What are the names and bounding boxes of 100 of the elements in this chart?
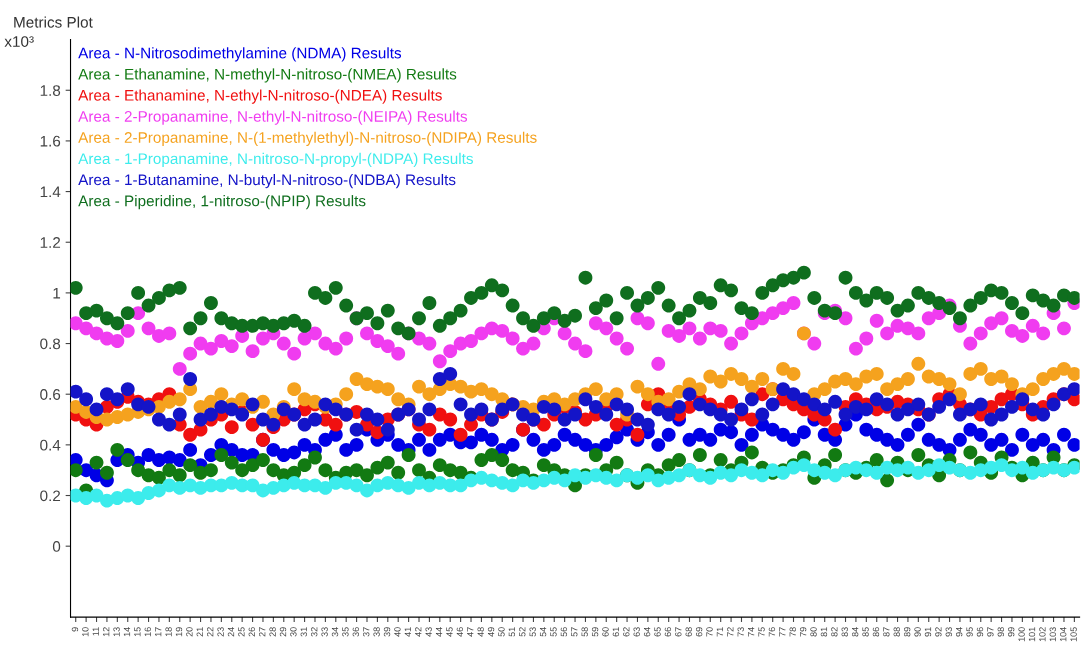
x-tick-label: 25 [238, 627, 245, 637]
x-tick-label: 86 [872, 627, 880, 637]
x-tick-label: 75 [758, 627, 765, 637]
x-tick-label: 100 [1018, 627, 1025, 642]
y-tick-label: 1.8 [40, 85, 61, 96]
x-tick-label: 78 [789, 627, 796, 637]
x-tick-label: 18 [165, 627, 172, 637]
y-tick-label: 0.2 [40, 490, 61, 502]
y-axis-title: x10³ [4, 36, 34, 47]
x-tick-label: 66 [664, 627, 672, 637]
x-tick-label: 104 [1060, 627, 1067, 642]
x-tick-label: 67 [675, 627, 682, 637]
x-tick-label: 88 [893, 627, 900, 637]
y-tick-label: 1.4 [40, 186, 61, 198]
x-tick-label: 76 [768, 627, 776, 637]
x-tick-label: 27 [259, 627, 266, 637]
x-tick-label: 32 [311, 627, 318, 637]
x-tick-label: 47 [467, 627, 474, 637]
y-tick-label: 1.6 [40, 135, 61, 147]
x-tick-label: 10 [82, 627, 89, 637]
x-tick-label: 74 [748, 627, 755, 637]
x-tick-label: 68 [685, 627, 692, 637]
x-tick-label: 41 [404, 627, 411, 637]
y-tick-label: 0 [52, 541, 61, 552]
x-tick-label: 43 [425, 627, 432, 637]
x-tick-label: 98 [997, 627, 1004, 637]
x-tick-label: 99 [1007, 627, 1015, 637]
x-tick-label: 15 [134, 627, 141, 637]
x-tick-label: 45 [446, 627, 453, 637]
x-tick-label: 71 [716, 627, 724, 637]
x-tick-label: 46 [456, 627, 464, 637]
x-tick-label: 49 [487, 627, 495, 637]
y-tick-label: 0.6 [40, 389, 61, 400]
x-tick-label: 90 [914, 627, 921, 637]
x-tick-label: 24 [227, 627, 235, 637]
x-tick-label: 19 [175, 627, 183, 637]
text: Area - Piperidine, 1-nitroso-(NPIP) Results [78, 195, 366, 210]
text: Area - Ethanamine, N-ethyl-N-nitroso-(NDEA) Results [78, 89, 442, 104]
x-tick-label: 29 [279, 627, 287, 637]
x-tick-label: 34 [331, 627, 339, 637]
x-tick-label: 77 [779, 627, 786, 637]
x-tick-label: 39 [383, 627, 391, 637]
x-tick-label: 72 [727, 627, 734, 637]
text: Area - 1-Butanamine, N-butyl-N-nitroso-(NDBA) Results [78, 173, 456, 189]
x-tick-label: 53 [529, 627, 536, 637]
x-tick-label: 11 [92, 627, 99, 636]
x-tick-label: 14 [123, 627, 131, 637]
x-tick-label: 94 [955, 627, 963, 637]
y-tick-label: 1 [53, 287, 61, 299]
x-tick-label: 23 [217, 627, 224, 637]
x-tick-label: 79 [799, 627, 807, 637]
x-tick-label: 52 [519, 627, 526, 637]
x-tick-label: 101 [1028, 627, 1036, 642]
x-tick-label: 65 [654, 627, 661, 637]
x-tick-label: 12 [102, 627, 110, 637]
x-tick-label: 87 [883, 627, 890, 637]
x-tick-label: 93 [945, 627, 952, 637]
x-tick-label: 9 [71, 627, 79, 632]
x-tick-label: 73 [737, 627, 744, 637]
x-tick-label: 59 [591, 627, 599, 637]
text: Area - Ethanamine, N-methyl-N-nitroso-(NMEA) Results [78, 68, 457, 83]
x-tick-label: 57 [571, 627, 578, 637]
text: Area - 1-Propanamine, N-nitroso-N-propyl-(NDPA) Results [78, 152, 473, 168]
x-tick-label: 31 [300, 627, 308, 637]
x-tick-label: 61 [612, 627, 620, 637]
x-tick-label: 89 [903, 627, 911, 637]
x-tick-label: 60 [602, 627, 609, 637]
x-tick-label: 58 [581, 627, 588, 637]
x-tick-label: 35 [342, 627, 349, 637]
x-tick-label: 70 [706, 627, 713, 637]
x-tick-label: 81 [820, 627, 828, 637]
x-tick-label: 30 [290, 627, 297, 637]
x-tick-label: 20 [186, 627, 193, 637]
x-tick-label: 37 [363, 627, 370, 637]
x-tick-label: 21 [196, 627, 203, 637]
x-tick-label: 13 [113, 627, 120, 637]
x-tick-label: 82 [831, 627, 838, 637]
x-tick-label: 63 [633, 627, 640, 637]
x-tick-label: 83 [841, 627, 848, 637]
chart-title: Metrics Plot [14, 16, 93, 28]
x-tick-label: 69 [695, 627, 703, 637]
x-tick-label: 42 [415, 627, 422, 637]
x-tick-label: 84 [851, 627, 859, 637]
x-tick-label: 55 [550, 627, 557, 637]
x-tick-label: 64 [643, 627, 651, 637]
x-tick-label: 36 [352, 627, 360, 637]
y-tick-label: 0.4 [40, 439, 61, 451]
x-tick-label: 91 [924, 627, 932, 637]
x-tick-label: 56 [560, 627, 568, 637]
x-tick-label: 97 [987, 627, 994, 637]
x-tick-label: 54 [539, 627, 547, 637]
x-tick-label: 96 [976, 627, 984, 637]
x-tick-label: 50 [498, 627, 505, 637]
x-tick-label: 26 [248, 627, 255, 637]
y-tick-label: 1.2 [40, 237, 61, 248]
x-tick-label: 38 [373, 627, 380, 637]
y-tick-label: 0.8 [40, 338, 61, 350]
x-tick-label: 105 [1070, 627, 1077, 642]
x-tick-label: 44 [435, 627, 443, 637]
x-tick-label: 92 [935, 627, 942, 637]
